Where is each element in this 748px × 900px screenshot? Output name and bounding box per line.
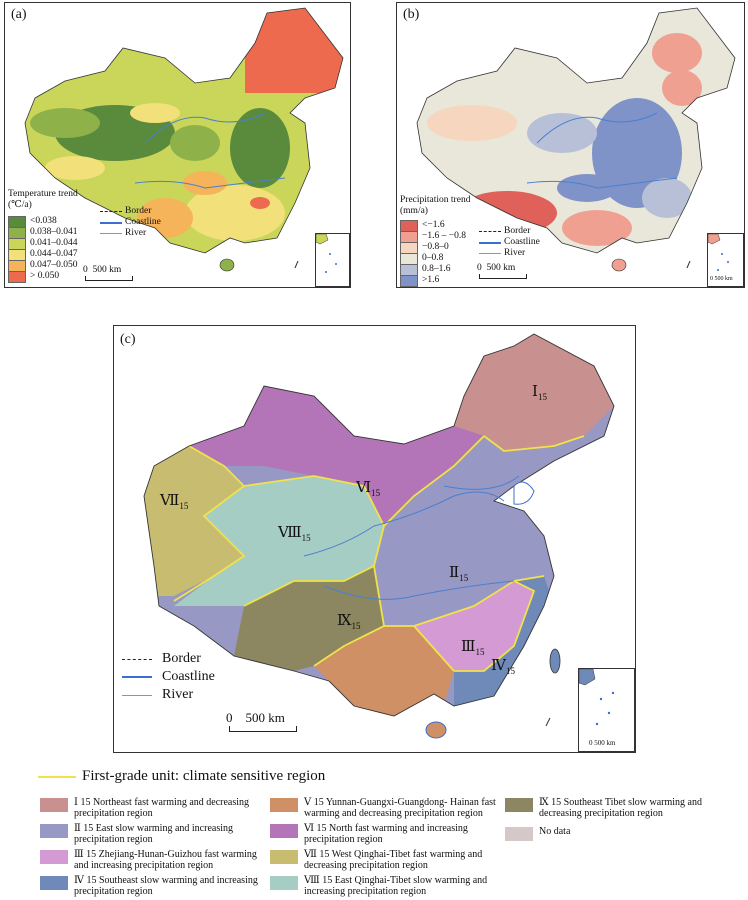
region-label-i: Ⅰ15 [532, 384, 547, 402]
panel-b-inset-scale: 0 500 km [710, 276, 733, 282]
border-legend-label: Border [504, 226, 531, 236]
legend-class: <0.038 [8, 215, 78, 228]
precipitation-trend-map [416, 7, 736, 272]
scale-label: 500 km [245, 710, 285, 725]
river-legend-label: River [125, 228, 147, 238]
legend-class-label: 0–0.8 [422, 253, 444, 263]
panel-c-label: (c) [120, 332, 136, 347]
scale-label: 500 km [486, 263, 516, 273]
legend-class-label: −1.6 – −0.8 [422, 231, 466, 241]
border-legend: Border [122, 650, 215, 668]
climate-region-map [143, 333, 615, 739]
panel-a-scale-bar: 0 500 km [83, 265, 153, 281]
scale-label: 500 km [92, 265, 122, 275]
panel-b-line-legend: Border Coastline River [479, 226, 540, 259]
panel-a-temperature-map: (a) Temperature trend (℃/a) <0.038 0.038… [4, 2, 351, 288]
legend-item-vi: Ⅵ 15 North fast warming and increasing p… [270, 823, 510, 845]
panel-c-line-legend: Border Coastline River [122, 650, 215, 704]
panel-a-line-legend: Border Coastline River [100, 206, 161, 239]
coastline-legend-label: Coastline [504, 237, 540, 247]
legend-class-label: 0.041–0.044 [30, 238, 78, 248]
panel-b-scale-bar: 0 500 km [477, 263, 547, 279]
legend-class: 0.038–0.041 [8, 226, 78, 239]
legend-class: −1.6 – −0.8 [400, 230, 466, 243]
region-label-ii: Ⅱ15 [449, 565, 469, 583]
legend-class-label: 0.8–1.6 [422, 264, 451, 274]
panel-a-legend-title: Temperature trend (℃/a) [8, 189, 78, 210]
scale-zero: 0 [226, 710, 233, 725]
legend-class: 0.047–0.050 [8, 259, 78, 272]
panel-c-inset-map: 0 500 km [578, 668, 635, 752]
legend-item-viii: Ⅷ 15 East Qinghai-Tibet slow warming and… [270, 875, 510, 897]
panel-b-legend: <−1.6 −1.6 – −0.8 −0.8–0 0–0.8 0.8–1.6 >… [400, 219, 466, 287]
panel-a-label: (a) [11, 7, 27, 22]
legend-class: > 0.050 [8, 270, 78, 283]
legend-class-label: 0.047–0.050 [30, 260, 78, 270]
region-label-iv: Ⅳ15 [491, 658, 515, 676]
river-legend-label: River [162, 687, 194, 702]
legend-class: 0.041–0.044 [8, 237, 78, 250]
legend-item-ix: Ⅸ 15 Southeast Tibet slow warming and de… [505, 797, 730, 819]
legend-class-label: 0.038–0.041 [30, 227, 78, 237]
legend-class: −0.8–0 [400, 241, 466, 254]
first-grade-line-swatch [38, 775, 76, 778]
panel-a-legend: <0.038 0.038–0.041 0.041–0.044 0.044–0.0… [8, 215, 78, 283]
coastline-legend-label: Coastline [125, 217, 161, 227]
legend-class-label: <−1.6 [422, 220, 445, 230]
river-legend: River [100, 228, 161, 239]
region-label-viii: Ⅷ15 [278, 525, 311, 543]
legend-class-label: >1.6 [422, 275, 440, 285]
legend-class-label: −0.8–0 [422, 242, 449, 252]
coastline-legend: Coastline [100, 217, 161, 228]
legend-class: 0–0.8 [400, 252, 466, 265]
temperature-trend-map [24, 7, 344, 272]
scale-zero: 0 [83, 265, 88, 275]
border-legend: Border [100, 206, 161, 217]
first-grade-unit-legend: First-grade unit: climate sensitive regi… [38, 768, 325, 785]
panel-c-region-map: (c) Ⅰ15 Ⅵ15 Ⅶ15 Ⅷ15 Ⅱ15 Ⅸ15 Ⅲ15 Ⅳ15 Bord… [113, 325, 636, 753]
region-label-vi: Ⅵ15 [356, 480, 381, 498]
legend-item-i: Ⅰ 15 Northeast fast warming and decreasi… [40, 797, 270, 819]
border-legend-label: Border [162, 651, 201, 666]
legend-item-vii: Ⅶ 15 West Qinghai-Tibet fast warming and… [270, 849, 510, 871]
legend-item-iv: Ⅳ 15 Southeast slow warming and increasi… [40, 875, 270, 897]
legend-class-label: 0.044–0.047 [30, 249, 78, 259]
legend-class-label: > 0.050 [30, 271, 60, 281]
legend-class: 0.8–1.6 [400, 263, 466, 276]
border-legend-label: Border [125, 206, 152, 216]
region-label-vii: Ⅶ15 [160, 493, 189, 511]
legend-swatch [8, 270, 26, 283]
legend-swatch [400, 274, 418, 287]
panel-b-label: (b) [403, 7, 420, 22]
panel-b-inset-map: 0 500 km [707, 233, 744, 287]
panel-b-legend-title: Precipitation trend (mm/a) [400, 195, 471, 216]
legend-item-ii: Ⅱ 15 East slow warming and increasing pr… [40, 823, 270, 845]
panel-c-scale-bar: 0 500 km [226, 710, 336, 732]
first-grade-label: First-grade unit: climate sensitive regi… [82, 768, 326, 784]
coastline-legend-label: Coastline [162, 669, 215, 684]
legend-class: <−1.6 [400, 219, 466, 232]
panel-b-precipitation-map: (b) Precipitation trend (mm/a) <−1.6 −1.… [396, 2, 745, 288]
scale-zero: 0 [477, 263, 482, 273]
coastline-legend: Coastline [479, 237, 540, 248]
coastline-legend: Coastline [122, 668, 215, 686]
river-legend: River [122, 686, 215, 704]
legend-item-v: Ⅴ 15 Yunnan-Guangxi-Guangdong- Hainan fa… [270, 797, 510, 819]
river-legend: River [479, 248, 540, 259]
region-label-ix: Ⅸ15 [337, 613, 361, 631]
panel-a-inset-map [315, 233, 350, 287]
legend-item-no-data: No data [505, 826, 730, 841]
river-legend-label: River [504, 248, 526, 258]
legend-class: 0.044–0.047 [8, 248, 78, 261]
border-legend: Border [479, 226, 540, 237]
legend-class: >1.6 [400, 274, 466, 287]
panel-c-inset-scale: 0 500 km [589, 739, 616, 747]
legend-class-label: <0.038 [30, 216, 57, 226]
legend-item-iii: Ⅲ 15 Zhejiang-Hunan-Guizhou fast warming… [40, 849, 270, 871]
region-label-iii: Ⅲ15 [461, 639, 485, 657]
